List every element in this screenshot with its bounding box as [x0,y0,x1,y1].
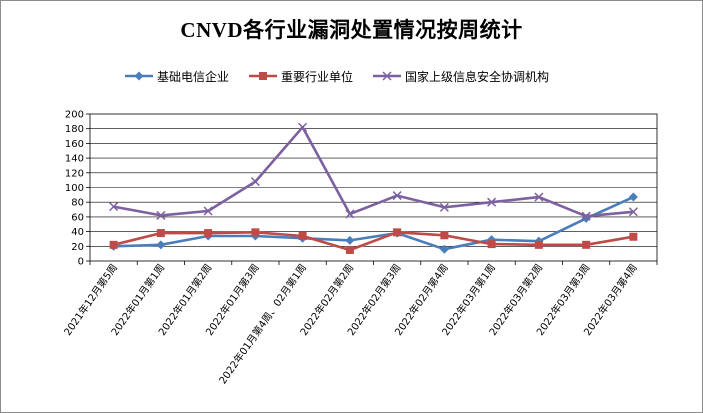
data-point [628,207,638,217]
y-tick-label: 60 [71,212,84,223]
data-point [156,240,166,250]
series-line-0 [113,195,634,251]
chart-title: CNVD各行业漏洞处置情况按周统计 [180,18,523,42]
y-tick-label: 40 [71,227,84,238]
legend-label-series-0: 基础电信企业 [157,69,230,84]
y-tick-label: 200 [65,110,84,121]
y-tick-label: 80 [71,198,84,209]
data-point [581,211,591,221]
data-point [628,192,638,202]
data-point [251,228,260,237]
data-point [156,229,165,238]
y-tick-label: 20 [71,242,84,253]
data-point [298,122,308,132]
data-point [345,209,355,219]
data-point [392,191,402,201]
series-line-2 [113,125,634,218]
legend-item-series-0: 基础电信企业 [125,68,229,85]
y-tick-label: 100 [65,183,84,194]
data-point [629,232,638,241]
data-point [439,202,449,212]
data-point [109,240,118,249]
y-tick-label: 120 [65,168,84,179]
legend-marker-diamond-icon [125,71,153,81]
data-point [250,177,260,187]
legend-item-series-2: 国家上级信息安全协调机构 [373,68,549,85]
data-point [582,240,591,249]
x-tick-label: 2022年01月第4周、02月第1周 [216,261,309,386]
data-point [345,245,354,254]
y-tick-label: 140 [65,154,84,165]
y-tick-label: 0 [78,257,84,268]
y-tick-label: 180 [65,124,84,135]
series-line-1 [113,231,634,252]
chart-legend: 基础电信企业 重要行业单位 国家上级信息安全协调机构 [125,66,569,86]
data-point [439,244,449,254]
legend-marker-x-icon [373,71,402,81]
legend-label-series-2: 国家上级信息安全协调机构 [405,69,550,84]
legend-item-series-1: 重要行业单位 [249,68,353,85]
data-point [345,235,355,245]
legend-label-series-1: 重要行业单位 [281,69,354,84]
data-point [109,202,119,212]
data-point [487,197,497,207]
legend-marker-square-icon [249,72,278,80]
data-point [440,231,449,240]
data-point [204,229,213,238]
data-point [298,232,307,241]
data-point [393,228,402,237]
data-point [156,210,166,220]
x-tick-label: 2021年12月第5周 [61,261,120,338]
data-point [534,192,544,202]
data-point [487,240,496,249]
y-tick-label: 160 [65,139,84,150]
data-point [534,240,543,249]
data-point [203,206,213,216]
